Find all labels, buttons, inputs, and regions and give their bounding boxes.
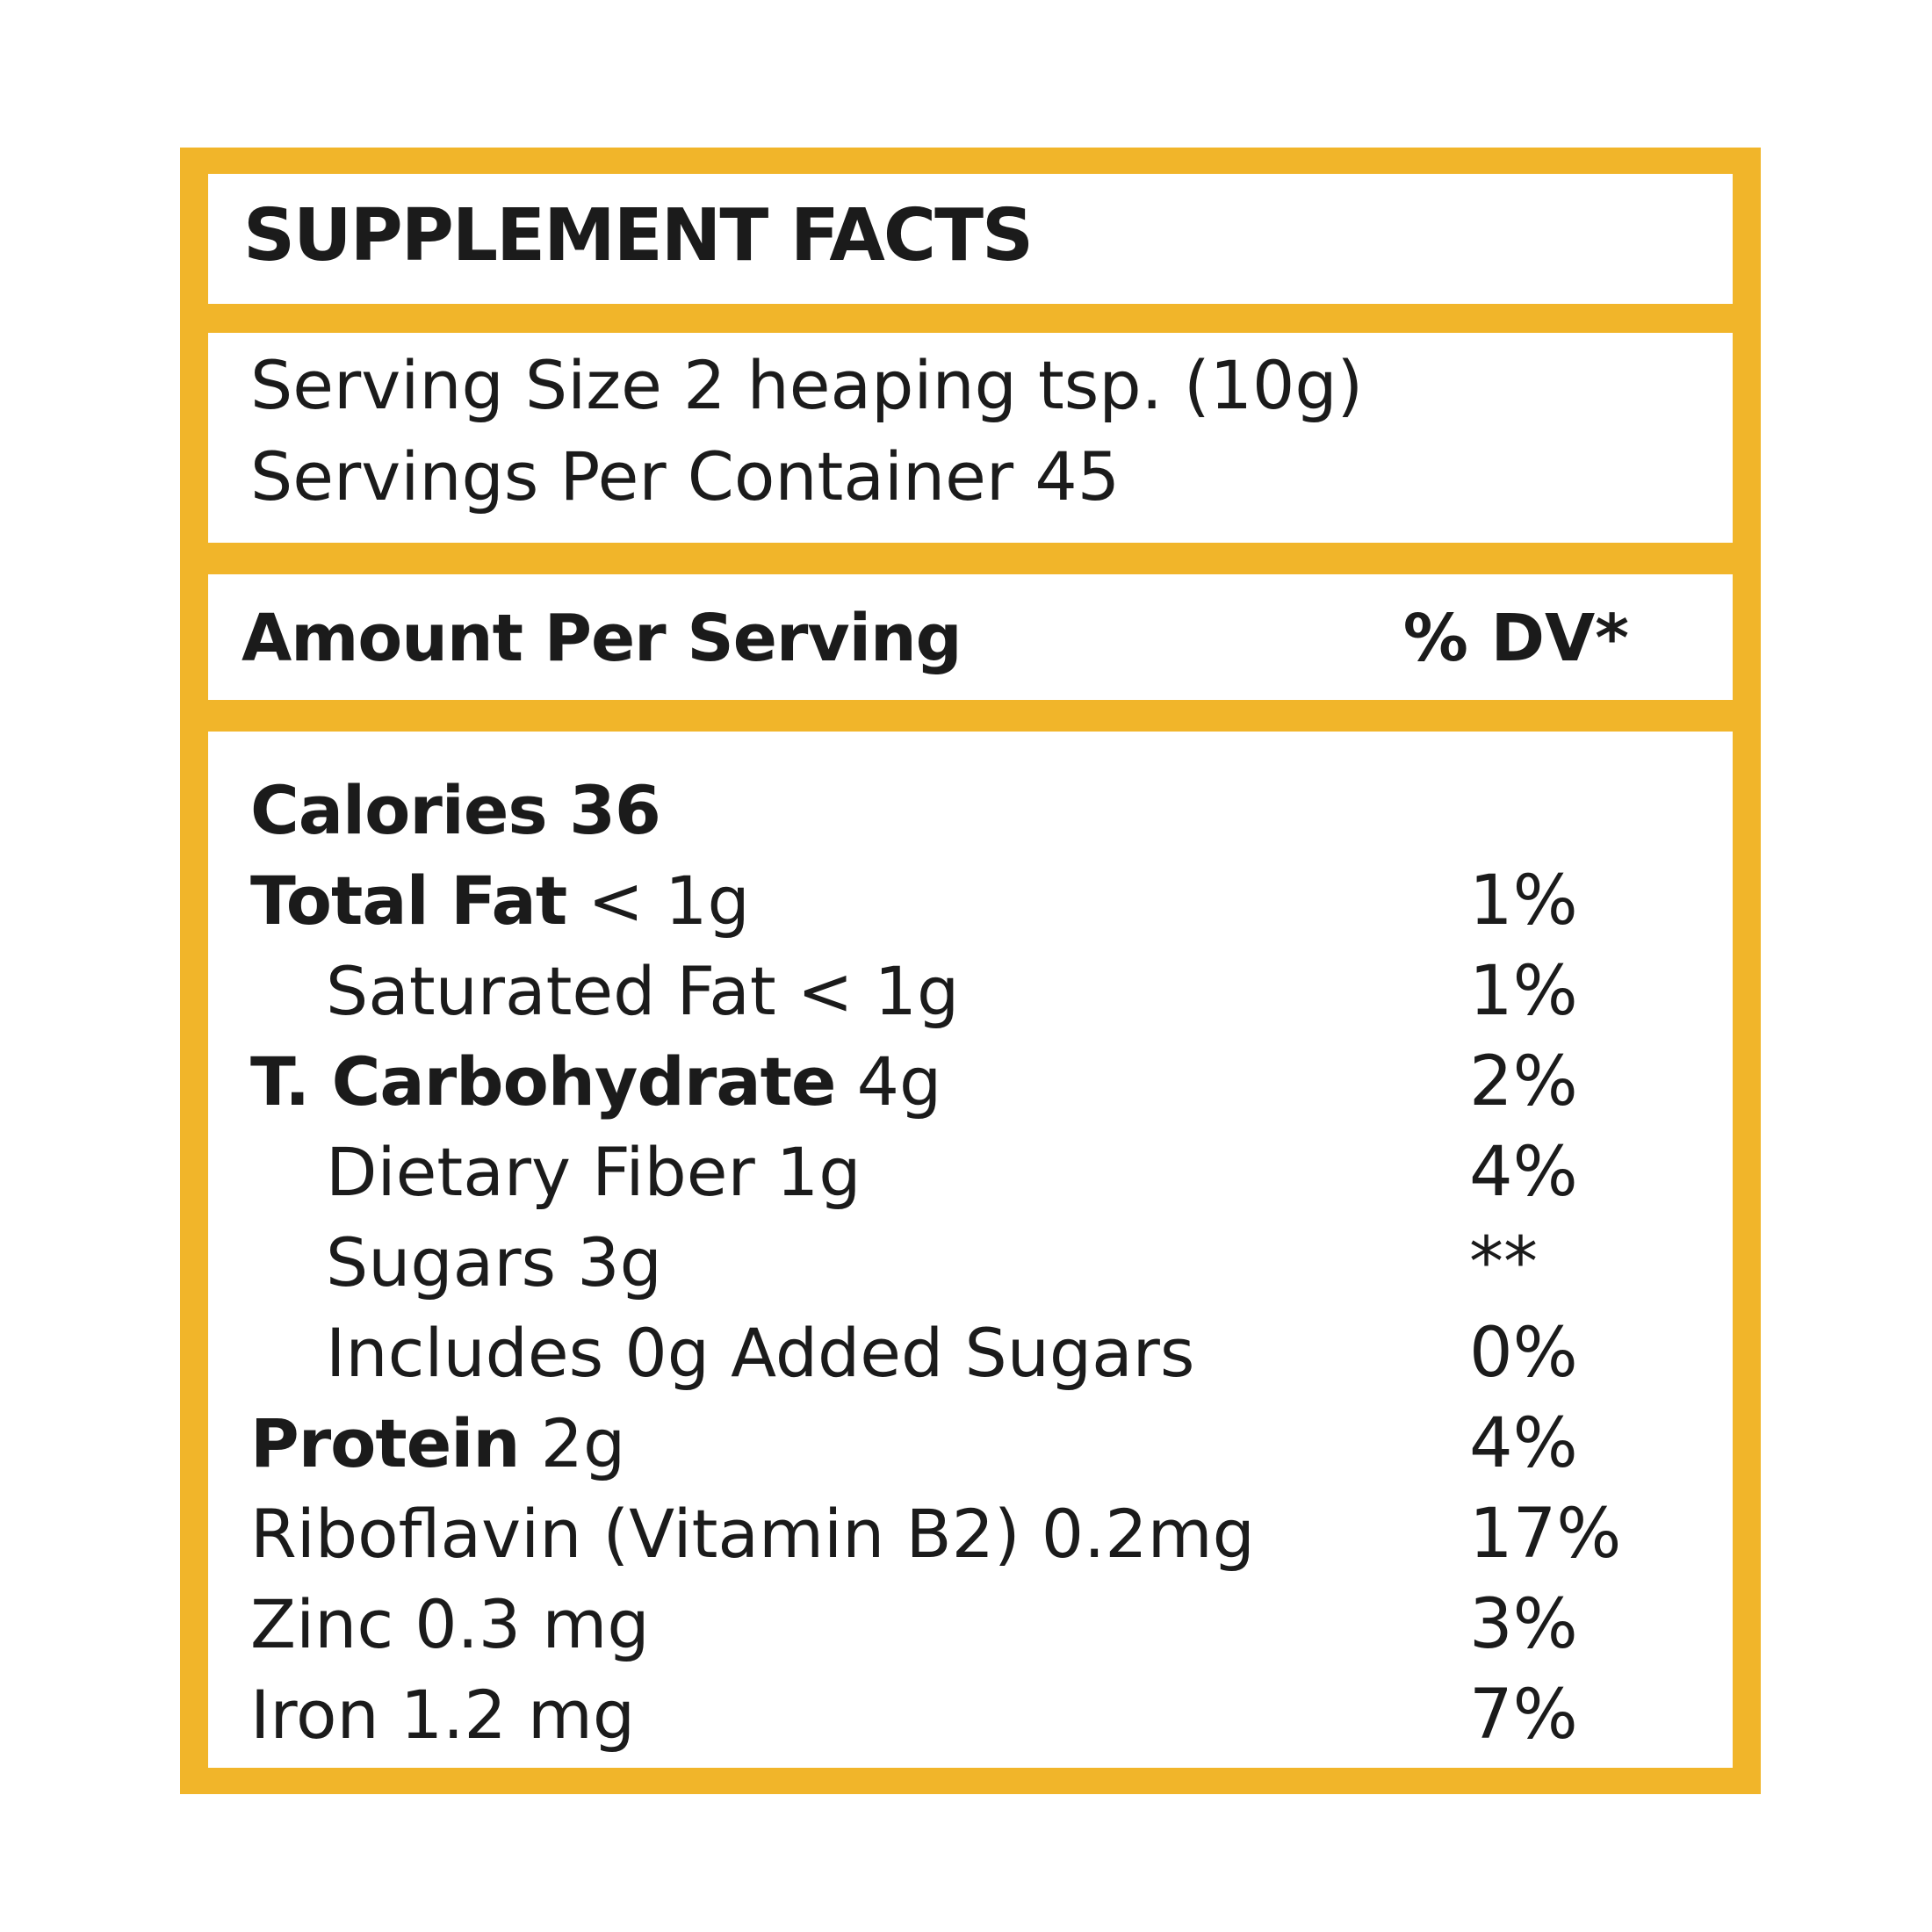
nutrient-amount: 4g: [835, 1042, 942, 1121]
nutrient-amount: < 1g: [566, 861, 750, 940]
nutrient-dv: 17%: [1469, 1495, 1622, 1574]
nutrient-rows-panel: Calories 36 Total Fat < 1g 1% Saturated …: [208, 732, 1733, 1768]
nutrient-dv: 2%: [1469, 1042, 1578, 1121]
servings-per-container: Servings Per Container 45: [250, 437, 1121, 515]
nutrient-name: Calories: [250, 771, 548, 849]
nutrient-amount: Iron 1.2 mg: [250, 1676, 636, 1754]
nutrient-row-zinc: Zinc 0.3 mg 3%: [208, 1581, 1733, 1669]
nutrient-dv: 0%: [1469, 1314, 1578, 1393]
serving-panel: Serving Size 2 heaping tsp. (10g) Servin…: [208, 333, 1733, 543]
nutrient-row-dietary-fiber: Dietary Fiber 1g 4%: [208, 1128, 1733, 1216]
nutrient-dv: 3%: [1469, 1585, 1578, 1664]
amount-per-serving-header: Amount Per Serving: [242, 601, 962, 676]
nutrient-amount: 2g: [519, 1404, 626, 1482]
nutrient-row-protein: Protein 2g 4%: [208, 1400, 1733, 1488]
nutrient-dv: 4%: [1469, 1133, 1578, 1212]
label-title: SUPPLEMENT FACTS: [243, 194, 1034, 278]
nutrient-row-calories: Calories 36: [208, 767, 1733, 854]
supplement-facts-frame: SUPPLEMENT FACTS Serving Size 2 heaping …: [180, 148, 1761, 1794]
nutrient-row-saturated-fat: Saturated Fat < 1g 1%: [208, 948, 1733, 1035]
nutrient-row-sugars: Sugars 3g **: [208, 1219, 1733, 1307]
nutrient-amount: Zinc 0.3 mg: [250, 1585, 650, 1663]
daily-value-header: % DV*: [1402, 601, 1629, 676]
nutrient-dv: 1%: [1469, 952, 1578, 1031]
nutrient-dv: **: [1469, 1223, 1538, 1302]
nutrient-amount: Riboflavin (Vitamin B2) 0.2mg: [250, 1495, 1255, 1573]
nutrient-row-iron: Iron 1.2 mg 7%: [208, 1671, 1733, 1759]
nutrient-row-riboflavin: Riboflavin (Vitamin B2) 0.2mg 17%: [208, 1490, 1733, 1578]
nutrient-name: Total Fat: [250, 861, 567, 940]
nutrient-row-added-sugars: Includes 0g Added Sugars 0%: [208, 1309, 1733, 1397]
nutrient-amount: 36: [546, 771, 661, 849]
title-panel: SUPPLEMENT FACTS: [208, 174, 1733, 304]
nutrient-name: Protein: [250, 1404, 520, 1482]
nutrient-dv: 7%: [1469, 1676, 1578, 1755]
nutrient-dv: 1%: [1469, 861, 1578, 941]
nutrient-amount: Sugars 3g: [326, 1223, 662, 1301]
nutrient-dv: 4%: [1469, 1404, 1578, 1483]
serving-size: Serving Size 2 heaping tsp. (10g): [250, 346, 1364, 424]
nutrient-row-total-fat: Total Fat < 1g 1%: [208, 857, 1733, 945]
nutrient-row-carbohydrate: T. Carbohydrate 4g 2%: [208, 1038, 1733, 1126]
nutrient-amount: Includes 0g Added Sugars: [326, 1314, 1195, 1392]
column-header-panel: Amount Per Serving % DV*: [208, 574, 1733, 700]
nutrient-name: T. Carbohydrate: [250, 1042, 836, 1121]
nutrient-amount: Saturated Fat < 1g: [326, 952, 960, 1030]
nutrient-amount: Dietary Fiber 1g: [326, 1133, 861, 1211]
